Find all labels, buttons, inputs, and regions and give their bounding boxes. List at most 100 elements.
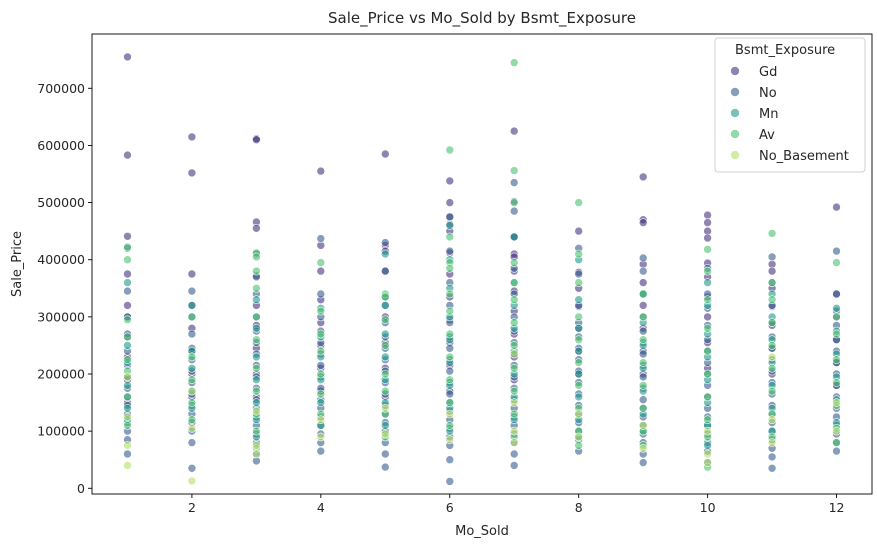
point-no bbox=[187, 438, 197, 447]
point-no-basement bbox=[316, 432, 326, 442]
point-gd bbox=[832, 202, 841, 212]
point-av bbox=[574, 358, 584, 367]
point-no bbox=[767, 252, 777, 262]
point-no bbox=[445, 455, 455, 465]
point-av bbox=[316, 369, 326, 379]
point-mn bbox=[123, 381, 132, 390]
point-no bbox=[638, 349, 648, 359]
point-no bbox=[380, 462, 390, 472]
point-gd bbox=[123, 269, 132, 279]
legend-label: Av bbox=[759, 128, 775, 143]
point-av bbox=[316, 346, 326, 356]
point-no-basement bbox=[703, 458, 712, 467]
point-av bbox=[123, 421, 132, 430]
point-av bbox=[832, 355, 841, 365]
point-no bbox=[638, 458, 648, 467]
point-av bbox=[380, 292, 390, 302]
point-av bbox=[509, 278, 519, 287]
point-no bbox=[445, 477, 455, 486]
point-av bbox=[445, 263, 455, 273]
point-av bbox=[767, 295, 777, 305]
point-no bbox=[316, 361, 326, 370]
point-av bbox=[252, 386, 261, 396]
point-av bbox=[509, 166, 519, 175]
point-no-basement bbox=[767, 352, 777, 362]
point-no-basement bbox=[187, 386, 197, 396]
point-gd bbox=[509, 126, 519, 136]
point-no-basement bbox=[187, 476, 197, 486]
point-mn bbox=[380, 421, 390, 430]
point-av bbox=[509, 295, 519, 305]
y-tick-label: 200000 bbox=[37, 367, 85, 382]
point-no-basement bbox=[574, 409, 584, 419]
point-no bbox=[574, 269, 584, 279]
point-no bbox=[509, 461, 519, 470]
point-no bbox=[187, 286, 197, 296]
point-av bbox=[509, 58, 519, 67]
point-av bbox=[638, 335, 648, 345]
point-av bbox=[574, 312, 584, 322]
point-av bbox=[703, 346, 712, 356]
legend-marker bbox=[730, 150, 740, 160]
point-av bbox=[445, 329, 455, 339]
point-gd bbox=[703, 218, 712, 227]
point-av bbox=[187, 415, 197, 425]
point-no-basement bbox=[638, 443, 648, 453]
legend-label: No_Basement bbox=[759, 149, 849, 164]
point-no bbox=[123, 286, 132, 296]
point-av bbox=[832, 312, 841, 322]
point-gd bbox=[316, 166, 326, 176]
point-no-basement bbox=[509, 426, 519, 436]
point-av bbox=[703, 369, 712, 379]
x-tick-label: 2 bbox=[188, 500, 196, 515]
point-av bbox=[767, 278, 777, 287]
point-av bbox=[574, 198, 584, 207]
legend-label: Gd bbox=[759, 65, 777, 80]
point-no bbox=[767, 452, 777, 462]
point-no bbox=[638, 326, 648, 336]
y-tick-label: 100000 bbox=[37, 424, 85, 439]
point-gd bbox=[638, 172, 648, 182]
x-tick-label: 6 bbox=[446, 500, 454, 515]
point-av bbox=[638, 381, 648, 390]
point-av bbox=[703, 295, 712, 305]
point-no bbox=[767, 463, 777, 473]
point-mn bbox=[380, 329, 390, 339]
point-gd bbox=[316, 266, 326, 276]
point-mn bbox=[703, 441, 712, 450]
point-av bbox=[316, 329, 326, 339]
point-av bbox=[509, 341, 519, 350]
point-mn bbox=[380, 352, 390, 362]
point-av bbox=[638, 403, 648, 413]
point-gd bbox=[123, 232, 132, 241]
point-av bbox=[767, 318, 777, 327]
y-axis: 0 100000 200000 300000 400000 500000 600000 700… bbox=[37, 81, 92, 496]
point-mn bbox=[187, 301, 197, 310]
point-no bbox=[509, 206, 519, 216]
point-av bbox=[187, 312, 197, 322]
point-no-basement bbox=[252, 406, 261, 416]
point-av bbox=[380, 369, 390, 379]
point-av bbox=[703, 323, 712, 333]
point-av bbox=[509, 386, 519, 396]
point-no-basement bbox=[445, 409, 455, 419]
point-no bbox=[638, 395, 648, 405]
point-no-basement bbox=[509, 438, 519, 447]
point-no-basement bbox=[509, 398, 519, 407]
point-av bbox=[767, 386, 777, 396]
point-no bbox=[316, 234, 326, 243]
point-mn bbox=[252, 375, 261, 385]
point-av bbox=[316, 306, 326, 316]
point-av bbox=[703, 415, 712, 425]
point-no bbox=[832, 246, 841, 256]
point-no bbox=[380, 266, 390, 276]
point-av bbox=[187, 398, 197, 407]
point-av bbox=[703, 392, 712, 402]
x-tick-label: 10 bbox=[700, 500, 716, 515]
point-no-basement bbox=[316, 415, 326, 425]
point-no-basement bbox=[123, 441, 132, 450]
point-no bbox=[638, 372, 648, 382]
point-av bbox=[832, 438, 841, 447]
point-no-basement bbox=[380, 403, 390, 413]
point-gd bbox=[123, 150, 132, 160]
